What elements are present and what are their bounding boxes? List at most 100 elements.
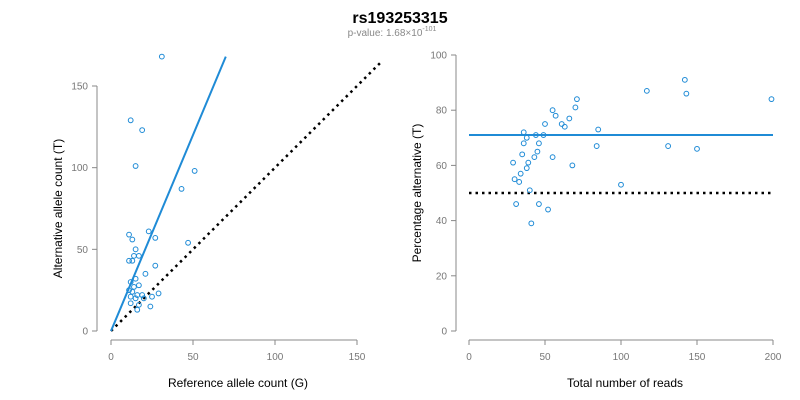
y-axis-title: Alternative allele count (T) <box>51 139 65 278</box>
data-point <box>618 181 624 188</box>
data-point <box>516 179 523 185</box>
data-point <box>132 295 139 302</box>
data-point <box>147 303 154 310</box>
x-tick-label: 200 <box>765 352 782 363</box>
y-axis-title: Percentage alternative (T) <box>410 124 424 263</box>
data-point <box>549 154 556 161</box>
data-point <box>536 201 542 207</box>
data-point <box>134 292 141 298</box>
data-point <box>531 154 538 161</box>
reference-line <box>110 60 383 332</box>
data-point <box>178 186 185 192</box>
data-point <box>525 159 532 166</box>
data-point <box>572 104 579 111</box>
data-point <box>520 129 527 136</box>
data-point <box>593 143 600 149</box>
data-point <box>127 293 134 300</box>
p-value-exponent: -101 <box>422 26 436 33</box>
data-point <box>768 96 775 103</box>
y-tick-label: 100 <box>71 163 88 174</box>
x-axis-title: Total number of reads <box>567 376 683 390</box>
data-point <box>523 165 530 172</box>
data-point <box>127 117 134 124</box>
data-point <box>511 176 518 183</box>
p-value-text: p-value: 1.68×10 <box>348 28 423 39</box>
data-point <box>574 96 580 103</box>
data-point <box>191 168 198 174</box>
data-point <box>135 252 142 259</box>
data-point <box>561 123 568 130</box>
data-point <box>152 262 159 269</box>
data-point <box>127 300 134 307</box>
data-point <box>683 90 690 97</box>
data-point <box>126 257 132 264</box>
data-point <box>140 295 147 302</box>
x-tick-label: 150 <box>689 352 706 363</box>
y-tick-label: 80 <box>436 106 448 117</box>
data-point <box>131 284 137 290</box>
x-axis-title: Reference allele count (G) <box>168 376 308 390</box>
data-point <box>694 145 700 152</box>
data-point <box>681 76 688 83</box>
data-point <box>549 107 556 114</box>
data-point <box>545 206 551 213</box>
x-tick-label: 100 <box>613 352 630 363</box>
y-tick-label: 50 <box>77 245 89 256</box>
data-point <box>134 306 141 313</box>
panel-allele-counts: 0 50 100 150 0 50 100 150 Reference allele count… <box>51 53 383 390</box>
data-point <box>142 270 149 277</box>
x-tick-label: 150 <box>349 352 366 363</box>
data-point <box>542 121 548 127</box>
data-point <box>665 143 672 149</box>
y-tick-label: 0 <box>82 327 88 338</box>
data-point <box>566 115 573 122</box>
data-point <box>126 231 132 238</box>
data-point <box>139 127 146 134</box>
data-point <box>519 151 526 158</box>
data-point <box>540 132 547 138</box>
data-point <box>152 235 159 241</box>
p-value-label: p-value: 1.68×10-101 <box>348 26 437 39</box>
x-tick-label: 0 <box>466 352 472 363</box>
data-point <box>595 126 602 133</box>
data-point <box>185 239 191 246</box>
y-tick-label: 40 <box>436 216 448 227</box>
data-point <box>131 252 137 259</box>
data-point <box>528 220 535 227</box>
y-tick-label: 60 <box>436 161 448 172</box>
y-tick-label: 150 <box>71 82 88 93</box>
data-point <box>534 148 541 155</box>
data-point <box>155 290 162 297</box>
data-point <box>149 293 155 300</box>
data-point <box>520 140 527 147</box>
x-tick-label: 50 <box>539 352 551 363</box>
data-point <box>127 279 134 285</box>
data-point <box>132 163 139 169</box>
fit-line <box>110 56 227 332</box>
data-point <box>132 246 139 253</box>
data-point <box>145 228 152 235</box>
data-point <box>135 282 142 289</box>
data-point <box>129 236 136 243</box>
panel-percentage-alternative: 0 50 100 150 200 0 20 40 60 80 100 Total number of … <box>410 51 782 391</box>
data-point <box>513 201 520 207</box>
data-point <box>132 275 139 282</box>
data-point <box>126 287 132 294</box>
chart-title: rs193253315 <box>352 10 447 27</box>
data-point <box>558 121 565 127</box>
data-point <box>526 187 533 194</box>
data-point <box>532 132 539 138</box>
data-point <box>569 162 576 169</box>
data-point <box>536 140 542 147</box>
y-tick-label: 100 <box>430 51 447 62</box>
y-tick-label: 0 <box>441 327 447 338</box>
data-point <box>643 87 650 94</box>
data-point <box>158 53 165 60</box>
data-point <box>517 170 524 177</box>
x-tick-label: 50 <box>187 352 199 363</box>
y-tick-label: 20 <box>436 271 448 282</box>
x-tick-label: 100 <box>267 352 284 363</box>
x-tick-label: 0 <box>108 352 114 363</box>
data-point <box>552 112 559 119</box>
